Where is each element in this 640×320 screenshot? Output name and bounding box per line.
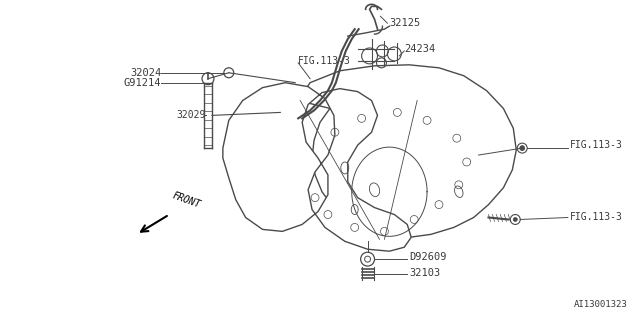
Text: AI13001323: AI13001323 — [573, 300, 627, 309]
Circle shape — [513, 218, 517, 221]
Text: 32029: 32029 — [177, 110, 206, 120]
Text: 32024: 32024 — [130, 68, 161, 78]
Text: FIG.113-3: FIG.113-3 — [570, 212, 623, 222]
Text: 32103: 32103 — [409, 268, 440, 278]
Text: 24234: 24234 — [404, 44, 435, 54]
Polygon shape — [298, 65, 516, 237]
Text: G91214: G91214 — [124, 78, 161, 88]
Text: FIG.113-3: FIG.113-3 — [298, 56, 351, 66]
Text: FRONT: FRONT — [172, 190, 202, 210]
Circle shape — [520, 146, 525, 151]
Polygon shape — [223, 83, 412, 251]
Text: FIG.113-3: FIG.113-3 — [570, 140, 623, 150]
Text: 32125: 32125 — [389, 18, 420, 28]
Text: D92609: D92609 — [409, 252, 447, 262]
